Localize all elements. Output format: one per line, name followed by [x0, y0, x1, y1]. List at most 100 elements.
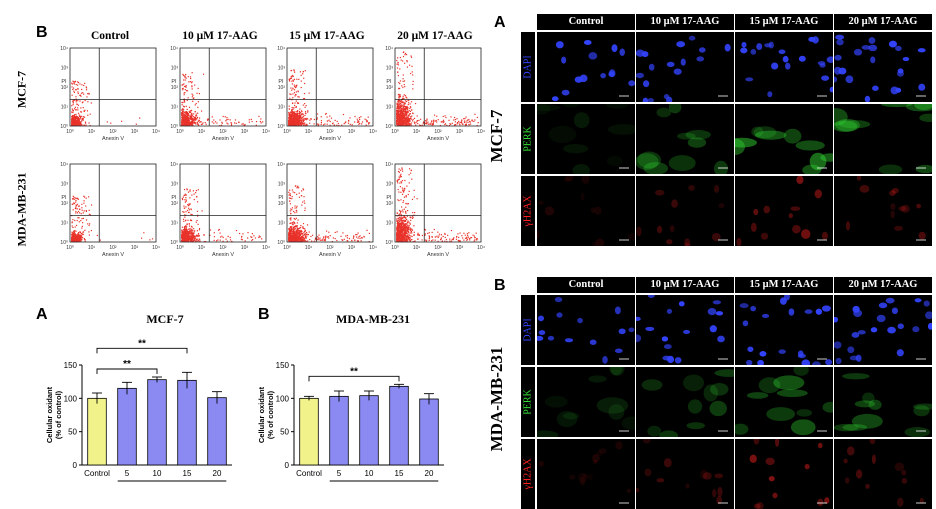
flow-dot: [470, 237, 471, 238]
flow-dot: [309, 123, 310, 124]
flow-dot: [191, 236, 192, 237]
flow-dot: [89, 210, 90, 211]
flow-dot: [72, 225, 73, 226]
flow-dot: [309, 92, 310, 93]
flow-dot: [293, 221, 294, 222]
y-axis-label: PI: [61, 195, 67, 201]
flow-dot: [465, 121, 466, 122]
flow-dot: [79, 83, 80, 84]
flow-dot: [406, 226, 407, 227]
flow-dot: [397, 213, 398, 214]
flow-dot: [457, 122, 458, 123]
flow-dot: [414, 196, 415, 197]
y-axis-label: PI: [278, 79, 284, 85]
flow-dot: [288, 192, 289, 193]
flow-dot: [407, 109, 408, 110]
flow-dot: [404, 232, 405, 233]
flow-dot: [289, 106, 290, 107]
flow-dot: [399, 115, 400, 116]
flow-dot: [399, 217, 400, 218]
y-tick-label: 10²: [386, 85, 394, 91]
flow-dot: [307, 224, 308, 225]
flow-dot: [190, 233, 191, 234]
flow-dot: [188, 119, 189, 120]
flow-dot: [368, 122, 369, 123]
flow-dot: [294, 105, 295, 106]
flow-dot: [75, 198, 76, 199]
flow-dot: [215, 121, 216, 122]
flow-dot: [288, 194, 289, 195]
flow-dot: [305, 107, 306, 108]
flow-dot: [425, 120, 426, 121]
flow-dot: [296, 100, 297, 101]
flow-dot: [351, 240, 352, 241]
flow-dot: [192, 235, 193, 236]
flow-dot: [400, 174, 401, 175]
flow-dot: [183, 83, 184, 84]
flow-dot: [78, 117, 79, 118]
flow-dot: [330, 235, 331, 236]
flow-dot: [294, 89, 295, 90]
flow-dot: [474, 240, 475, 241]
flow-dot: [73, 238, 74, 239]
flow-dot: [181, 117, 182, 118]
flow-dot: [81, 239, 82, 240]
flow-dot: [75, 234, 76, 235]
flow-dot: [465, 116, 466, 117]
flow-dot: [353, 236, 354, 237]
flow-dot: [73, 231, 74, 232]
flow-dot: [304, 93, 305, 94]
flow-dot: [72, 219, 73, 220]
flow-dot: [402, 209, 403, 210]
flow-dot: [141, 238, 142, 239]
flow-dot: [449, 239, 450, 240]
flow-dot: [182, 211, 183, 212]
flow-dot: [184, 217, 185, 218]
flow-dot: [187, 210, 188, 211]
flow-dot: [304, 122, 305, 123]
flow-dot: [402, 97, 403, 98]
flow-dot: [77, 100, 78, 101]
y-tick-label: 10²: [171, 201, 179, 207]
flow-dot: [396, 240, 397, 241]
flow-dot: [199, 122, 200, 123]
flow-dot: [82, 222, 83, 223]
flow-dot: [297, 123, 298, 124]
flow-dot: [432, 239, 433, 240]
flow-dot: [327, 124, 328, 125]
flow-dot: [324, 239, 325, 240]
flow-dot: [252, 239, 253, 240]
flow-dot: [193, 98, 194, 99]
flow-dot: [297, 111, 298, 112]
flow-dot: [220, 240, 221, 241]
flow-dot: [78, 217, 79, 218]
flow-dot: [75, 107, 76, 108]
x-tick-label: 10⁴: [152, 129, 160, 135]
y-tick-label: 10⁰: [385, 124, 393, 130]
flow-dot: [369, 233, 370, 234]
flow-dot: [188, 113, 189, 114]
flow-dot: [292, 88, 293, 89]
flow-dot: [199, 228, 200, 229]
flow-dot: [303, 71, 304, 72]
flow-dot: [75, 206, 76, 207]
flow-dot: [187, 220, 188, 221]
flow-dot: [238, 122, 239, 123]
y-axis-label: PI: [278, 195, 284, 201]
flow-dot: [421, 239, 422, 240]
flow-dot: [429, 236, 430, 237]
flow-dot: [409, 108, 410, 109]
flow-dot: [404, 197, 405, 198]
flow-dot: [84, 239, 85, 240]
flow-dot: [291, 231, 292, 232]
flow-dot: [198, 189, 199, 190]
flow-dot: [444, 115, 445, 116]
flow-dot: [196, 118, 197, 119]
flow-dot: [77, 239, 78, 240]
flow-dot: [75, 211, 76, 212]
flow-dot: [303, 238, 304, 239]
x-tick-label: 10⁴: [152, 245, 160, 251]
flow-dot: [402, 232, 403, 233]
flow-dot: [71, 83, 72, 84]
flow-dot: [196, 239, 197, 240]
